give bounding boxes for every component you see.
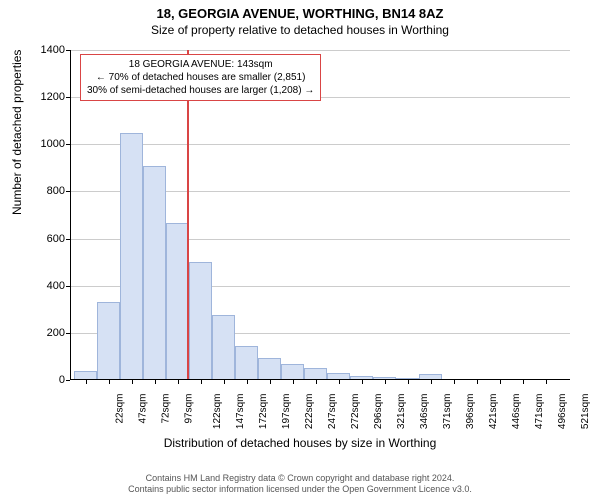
x-tick-label: 72sqm (160, 394, 171, 424)
y-tick-mark (66, 380, 70, 381)
x-axis-line (70, 379, 570, 380)
x-tick-label: 371sqm (442, 394, 453, 430)
x-tick-label: 521sqm (580, 394, 591, 430)
x-tick-mark (339, 380, 340, 384)
x-tick-mark (500, 380, 501, 384)
x-tick-label: 147sqm (235, 394, 246, 430)
x-tick-label: 47sqm (137, 394, 148, 424)
y-tick-label: 1000 (38, 138, 65, 150)
title: 18, GEORGIA AVENUE, WORTHING, BN14 8AZ (0, 0, 600, 21)
y-tick-label: 600 (38, 233, 65, 245)
x-tick-mark (316, 380, 317, 384)
gridline (70, 144, 570, 145)
bar (235, 346, 258, 380)
y-tick-label: 800 (38, 185, 65, 197)
x-tick-label: 247sqm (327, 394, 338, 430)
y-tick-label: 400 (38, 280, 65, 292)
x-tick-label: 321sqm (396, 394, 407, 430)
y-tick-label: 200 (38, 327, 65, 339)
bar (143, 166, 166, 381)
x-tick-mark (224, 380, 225, 384)
plot-area: 18 GEORGIA AVENUE: 143sqm ← 70% of detac… (70, 50, 570, 380)
x-tick-label: 296sqm (373, 394, 384, 430)
x-axis-label: Distribution of detached houses by size … (0, 436, 600, 450)
x-tick-mark (523, 380, 524, 384)
x-tick-label: 122sqm (212, 394, 223, 430)
x-tick-label: 222sqm (304, 394, 315, 430)
x-tick-mark (408, 380, 409, 384)
y-axis-line (70, 50, 71, 380)
x-tick-label: 22sqm (114, 394, 125, 424)
subtitle: Size of property relative to detached ho… (0, 21, 600, 37)
x-tick-mark (109, 380, 110, 384)
footer-line1: Contains HM Land Registry data © Crown c… (0, 473, 600, 485)
x-tick-mark (270, 380, 271, 384)
y-tick-label: 1400 (38, 44, 65, 56)
bar (166, 223, 189, 380)
y-axis-label: Number of detached properties (10, 50, 24, 215)
annotation-box: 18 GEORGIA AVENUE: 143sqm ← 70% of detac… (80, 54, 321, 101)
x-tick-label: 172sqm (258, 394, 269, 430)
bar (97, 302, 120, 380)
x-tick-label: 97sqm (183, 394, 194, 424)
footer: Contains HM Land Registry data © Crown c… (0, 473, 600, 496)
x-tick-mark (293, 380, 294, 384)
x-tick-label: 446sqm (511, 394, 522, 430)
bar (120, 133, 143, 381)
annotation-line3: 30% of semi-detached houses are larger (… (87, 84, 314, 97)
x-tick-mark (431, 380, 432, 384)
x-tick-mark (362, 380, 363, 384)
x-tick-mark (477, 380, 478, 384)
x-tick-label: 272sqm (350, 394, 361, 430)
bar (281, 364, 304, 381)
footer-line2: Contains public sector information licen… (0, 484, 600, 496)
x-tick-label: 496sqm (557, 394, 568, 430)
x-tick-mark (454, 380, 455, 384)
annotation-line2: ← 70% of detached houses are smaller (2,… (87, 71, 314, 84)
bar (258, 358, 281, 380)
x-tick-mark (178, 380, 179, 384)
x-tick-mark (132, 380, 133, 384)
x-tick-mark (201, 380, 202, 384)
x-tick-label: 396sqm (465, 394, 476, 430)
y-tick-label: 1200 (38, 91, 65, 103)
x-tick-mark (155, 380, 156, 384)
chart-container: 18, GEORGIA AVENUE, WORTHING, BN14 8AZ S… (0, 0, 600, 500)
x-tick-mark (546, 380, 547, 384)
x-tick-label: 197sqm (281, 394, 292, 430)
y-tick-label: 0 (38, 374, 65, 386)
x-tick-mark (86, 380, 87, 384)
bar (212, 315, 235, 380)
bar (189, 262, 212, 380)
x-tick-label: 421sqm (488, 394, 499, 430)
x-tick-mark (385, 380, 386, 384)
x-tick-label: 471sqm (534, 394, 545, 430)
gridline (70, 50, 570, 51)
annotation-line1: 18 GEORGIA AVENUE: 143sqm (87, 58, 314, 71)
x-tick-label: 346sqm (419, 394, 430, 430)
x-tick-mark (247, 380, 248, 384)
